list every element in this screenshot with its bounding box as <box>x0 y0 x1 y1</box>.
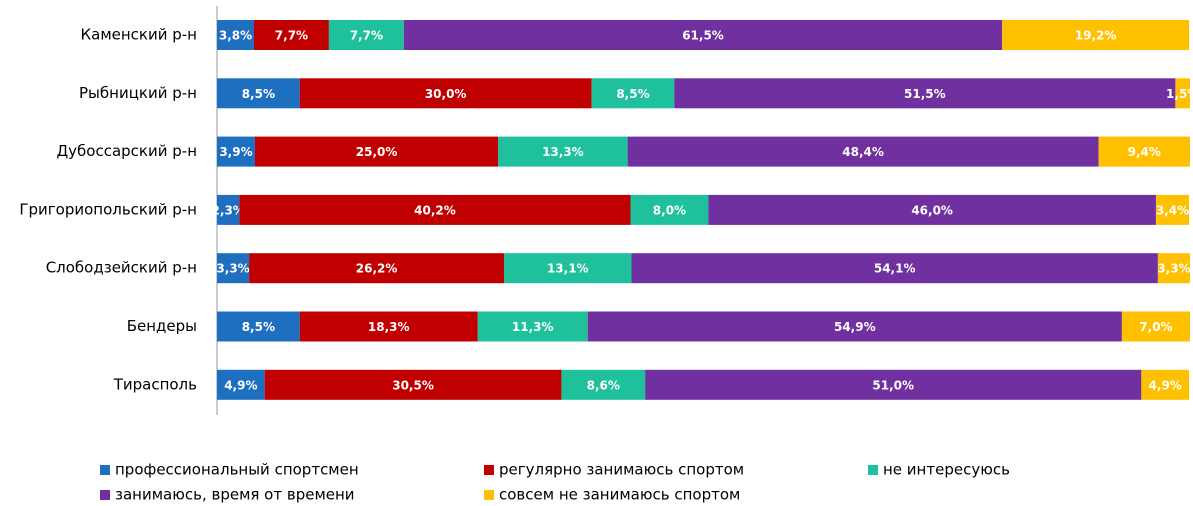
data-label: 7,0% <box>1139 320 1172 334</box>
legend-label: профессиональный спортсмен <box>115 461 359 479</box>
data-label: 54,9% <box>834 320 876 334</box>
category-label: Дубоссарский р-н <box>56 142 197 160</box>
bar-segment <box>217 78 300 109</box>
data-label: 61,5% <box>682 29 724 43</box>
bar-segment <box>477 311 588 342</box>
data-label: 7,7% <box>275 29 308 43</box>
legend-label: совсем не занимаюсь спортом <box>499 486 740 504</box>
category-label: Слободзейский р-н <box>46 259 197 277</box>
data-label: 51,5% <box>904 87 946 101</box>
data-label: 18,3% <box>368 320 410 334</box>
data-label: 1,5% <box>1166 87 1193 101</box>
data-label: 19,2% <box>1075 29 1117 43</box>
bar-segment <box>708 194 1156 225</box>
data-label: 3,4% <box>1156 203 1189 217</box>
bar-segment <box>1121 311 1190 342</box>
data-label: 3,9% <box>219 145 252 159</box>
bar-segment <box>403 20 1003 50</box>
category-label: Бендеры <box>127 317 197 335</box>
bar-segment <box>217 369 265 400</box>
bar-segment <box>504 253 632 284</box>
bar-segment <box>249 253 505 284</box>
bar-segment <box>645 369 1142 400</box>
bar-segment <box>631 253 1158 284</box>
data-label: 8,5% <box>616 87 649 101</box>
bar-segment <box>253 20 329 50</box>
category-label: Григориопольский р-н <box>19 200 197 218</box>
legend-swatch <box>868 465 878 475</box>
category-label: Рыбницкий р-н <box>79 84 197 102</box>
bar-segment <box>1155 194 1190 225</box>
legend-swatch <box>100 490 110 500</box>
bar-segment <box>1157 253 1190 284</box>
bar-segment <box>299 311 478 342</box>
data-label: 40,2% <box>414 203 456 217</box>
data-label: 3,3% <box>216 262 249 276</box>
bar-segment <box>217 20 254 50</box>
category-label: Тирасполь <box>113 375 197 393</box>
bar-segment <box>217 311 300 342</box>
data-label: 7,7% <box>350 29 383 43</box>
legend-label: занимаюсь, время от времени <box>115 486 355 504</box>
bar-segment <box>561 369 646 400</box>
legend-swatch <box>484 465 494 475</box>
data-label: 51,0% <box>872 378 914 392</box>
data-label: 30,0% <box>425 87 467 101</box>
legend-swatch <box>100 465 110 475</box>
bar-segment <box>1002 20 1190 50</box>
bar-segment <box>1098 136 1190 167</box>
bar-segment <box>1175 78 1190 109</box>
bar-segment <box>299 78 592 109</box>
data-label: 4,9% <box>1149 378 1182 392</box>
data-label: 8,0% <box>653 203 686 217</box>
bar-segment <box>217 194 240 225</box>
legend-swatch <box>484 490 494 500</box>
bar-segment <box>630 194 709 225</box>
data-label: 2,3% <box>212 203 245 217</box>
bar-segment <box>217 253 250 284</box>
data-label: 11,3% <box>512 320 554 334</box>
data-label: 8,5% <box>242 320 275 334</box>
bar-segment <box>254 136 499 167</box>
category-label: Каменский р-н <box>80 26 197 44</box>
data-label: 48,4% <box>842 145 884 159</box>
bar-segment <box>328 20 404 50</box>
bar-segment <box>498 136 628 167</box>
data-label: 30,5% <box>392 378 434 392</box>
bar-segment <box>627 136 1099 167</box>
data-label: 3,3% <box>1157 262 1190 276</box>
data-label: 26,2% <box>356 262 398 276</box>
data-label: 8,5% <box>242 87 275 101</box>
data-label: 13,3% <box>542 145 584 159</box>
data-label: 46,0% <box>911 203 953 217</box>
bar-segment <box>264 369 562 400</box>
data-label: 25,0% <box>356 145 398 159</box>
bar-segment <box>591 78 675 109</box>
data-label: 3,8% <box>219 29 252 43</box>
bar-segment <box>1141 369 1190 400</box>
data-label: 8,6% <box>587 378 620 392</box>
data-label: 54,1% <box>874 262 916 276</box>
data-label: 13,1% <box>547 262 589 276</box>
data-label: 4,9% <box>224 378 257 392</box>
bar-segment <box>587 311 1122 342</box>
data-label: 9,4% <box>1128 145 1161 159</box>
bar-segment <box>217 136 255 167</box>
legend-label: не интересуюсь <box>883 461 1010 479</box>
bar-segment <box>674 78 1176 109</box>
legend-label: регулярно занимаюсь спортом <box>499 461 744 479</box>
bar-segment <box>239 194 631 225</box>
